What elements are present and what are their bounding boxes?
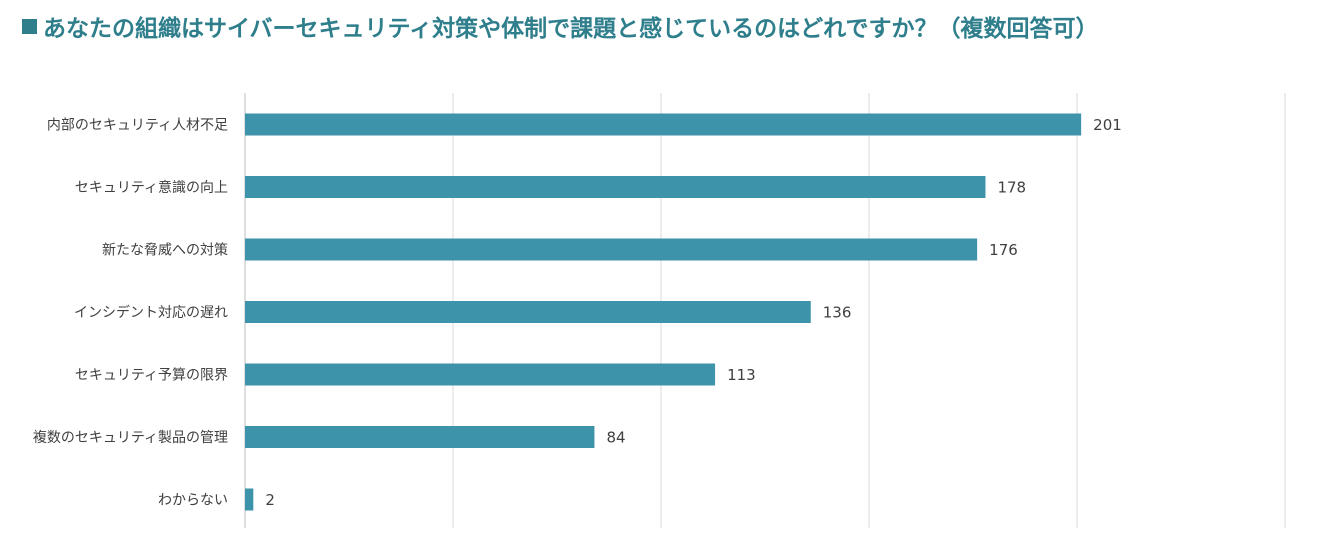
bar [245,113,1082,136]
title-square-icon [22,18,37,34]
data-label: 178 [997,179,1026,197]
category-label: 複数のセキュリティ製品の管理 [33,429,228,446]
category-label: インシデント対応の遅れ [74,304,228,321]
bar [245,301,811,323]
data-label: 176 [989,241,1018,259]
chart-title: あなたの組織はサイバーセキュリティ対策や体制で課題と感じているのはどれですか？（… [43,16,1099,42]
bar [245,238,978,261]
chart-title-wrap: あなたの組織はサイバーセキュリティ対策や体制で課題と感じているのはどれですか？（… [22,8,1098,44]
bar [245,488,254,511]
data-label: 2 [265,491,275,509]
bar [245,426,595,448]
category-label: 内部のセキュリティ人材不足 [47,118,228,134]
data-label: 136 [823,304,852,322]
data-label: 201 [1093,116,1122,134]
category-label: わからない [158,493,228,509]
category-label: セキュリティ意識の向上 [75,179,228,196]
category-label: 新たな脅威への対策 [102,242,228,259]
bar [245,176,986,198]
data-label: 84 [606,429,625,447]
data-label: 113 [727,366,756,384]
bar [245,363,716,386]
category-label: セキュリティ予算の限界 [75,368,228,384]
